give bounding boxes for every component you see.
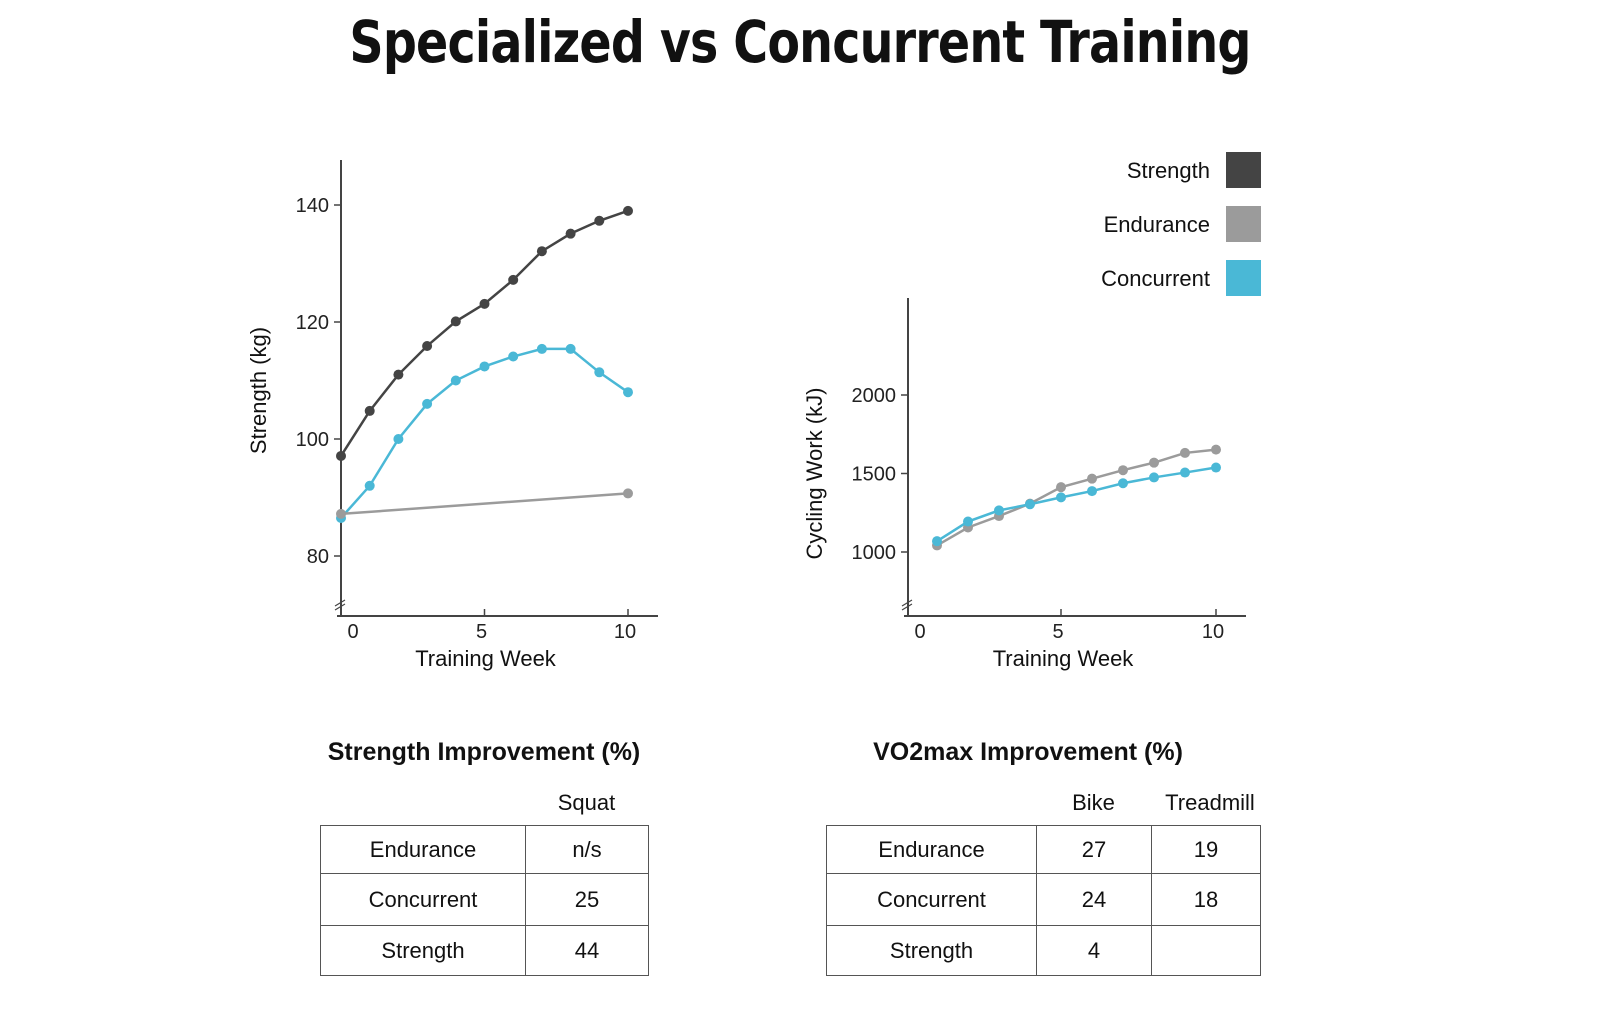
- data-point-endurance: [1149, 457, 1159, 468]
- data-point-concurrent: [594, 367, 605, 378]
- vo2-table-title: VO2max Improvement (%): [873, 738, 1183, 766]
- data-point-strength: [393, 369, 404, 380]
- cell: 24: [1036, 873, 1152, 926]
- y-tick-label: 80: [307, 546, 329, 568]
- y-axis-label: Strength (kg): [246, 327, 271, 454]
- x-axis-label: Training Week: [415, 646, 557, 671]
- table-row: Strength 4: [826, 925, 1261, 976]
- cell: [1151, 925, 1261, 976]
- data-point-endurance: [1180, 447, 1190, 458]
- data-point-concurrent: [422, 398, 433, 409]
- row-label: Strength: [320, 925, 526, 976]
- figure-title: Specialized vs Concurrent Training: [349, 8, 1251, 76]
- row-label: Concurrent: [320, 873, 526, 926]
- legend-swatch: [1226, 206, 1261, 242]
- vo2-col-treadmill: Treadmill: [1165, 790, 1255, 815]
- data-point-endurance: [1211, 444, 1221, 455]
- data-point-concurrent: [479, 361, 490, 372]
- data-point-strength: [479, 298, 490, 309]
- strength-table: Endurance n/s Concurrent 25 Strength 44: [320, 825, 649, 976]
- y-tick-label: 2000: [852, 385, 897, 407]
- table-row: Endurance 27 19: [826, 825, 1261, 874]
- data-point-concurrent: [364, 480, 375, 491]
- cell: 27: [1036, 825, 1152, 874]
- data-point-concurrent: [565, 343, 576, 354]
- cell: 25: [525, 873, 649, 926]
- series-line-strength: [339, 209, 629, 457]
- legend-swatch: [1226, 152, 1261, 188]
- y-tick-label: 1500: [852, 464, 897, 486]
- y-axis-label: Cycling Work (kJ): [802, 388, 827, 560]
- data-point-strength: [364, 405, 375, 416]
- legend-label: Endurance: [1104, 212, 1210, 237]
- cell: 19: [1151, 825, 1261, 874]
- data-point-concurrent: [1025, 499, 1035, 510]
- data-point-concurrent: [536, 343, 547, 354]
- table-row: Strength 44: [320, 925, 649, 976]
- axis-break-icon: [901, 599, 913, 611]
- data-point-concurrent: [1211, 462, 1221, 473]
- data-point-strength: [422, 340, 433, 351]
- data-point-strength: [594, 215, 605, 226]
- cell: 18: [1151, 873, 1261, 926]
- y-tick-label: 1000: [852, 542, 897, 564]
- axis-break-icon: [334, 599, 346, 611]
- legend-label: Strength: [1127, 158, 1210, 183]
- series-line-concurrent: [340, 347, 629, 519]
- strength-table-title: Strength Improvement (%): [327, 738, 641, 766]
- x-tick-label: 0: [347, 621, 358, 643]
- data-point-concurrent: [932, 536, 942, 547]
- cell: n/s: [525, 825, 649, 874]
- series-line-endurance: [340, 492, 629, 516]
- table-row: Endurance n/s: [320, 825, 649, 874]
- data-point-strength: [565, 228, 576, 239]
- data-point-strength: [508, 274, 519, 285]
- y-tick-label: 120: [296, 312, 329, 334]
- series-line-concurrent: [936, 466, 1217, 543]
- data-point-endurance: [1118, 465, 1128, 476]
- y-tick-label: 100: [296, 429, 329, 451]
- cell: 4: [1036, 925, 1152, 976]
- cell: 44: [525, 925, 649, 976]
- data-point-endurance: [623, 488, 633, 499]
- row-label: Endurance: [320, 825, 526, 874]
- row-label: Endurance: [826, 825, 1037, 874]
- x-tick-label: 10: [614, 621, 636, 643]
- table-row: Concurrent 25: [320, 873, 649, 926]
- y-tick-label: 140: [296, 195, 329, 217]
- table-row: Concurrent 24 18: [826, 873, 1261, 926]
- x-tick-label: 10: [1202, 621, 1224, 643]
- data-point-strength: [623, 205, 633, 216]
- data-point-endurance: [336, 508, 346, 519]
- data-point-concurrent: [1118, 478, 1128, 489]
- data-point-endurance: [1056, 482, 1066, 493]
- strength-col-squat: Squat: [557, 790, 616, 815]
- series-line-endurance: [936, 448, 1217, 547]
- data-point-concurrent: [1180, 467, 1190, 478]
- data-point-endurance: [1087, 473, 1097, 484]
- row-label: Strength: [826, 925, 1037, 976]
- data-point-concurrent: [450, 375, 461, 386]
- legend-label: Concurrent: [1101, 266, 1210, 291]
- data-point-concurrent: [508, 351, 519, 362]
- data-point-concurrent: [1149, 472, 1159, 483]
- x-tick-label: 5: [1052, 621, 1063, 643]
- data-point-concurrent: [994, 505, 1004, 516]
- row-label: Concurrent: [826, 873, 1037, 926]
- vo2-col-bike: Bike: [1072, 790, 1115, 815]
- x-tick-label: 5: [476, 621, 487, 643]
- data-point-strength: [536, 246, 547, 257]
- data-point-strength: [336, 450, 346, 461]
- x-axis-label: Training Week: [993, 646, 1135, 671]
- data-point-concurrent: [1056, 492, 1066, 503]
- data-point-concurrent: [623, 387, 633, 398]
- x-tick-label: 0: [914, 621, 925, 643]
- legend-swatch: [1226, 260, 1261, 296]
- vo2-table: Endurance 27 19 Concurrent 24 18 Strength 4: [826, 825, 1261, 976]
- data-point-concurrent: [1087, 486, 1097, 497]
- data-point-concurrent: [393, 434, 404, 444]
- data-point-strength: [450, 316, 461, 327]
- data-point-concurrent: [963, 516, 973, 527]
